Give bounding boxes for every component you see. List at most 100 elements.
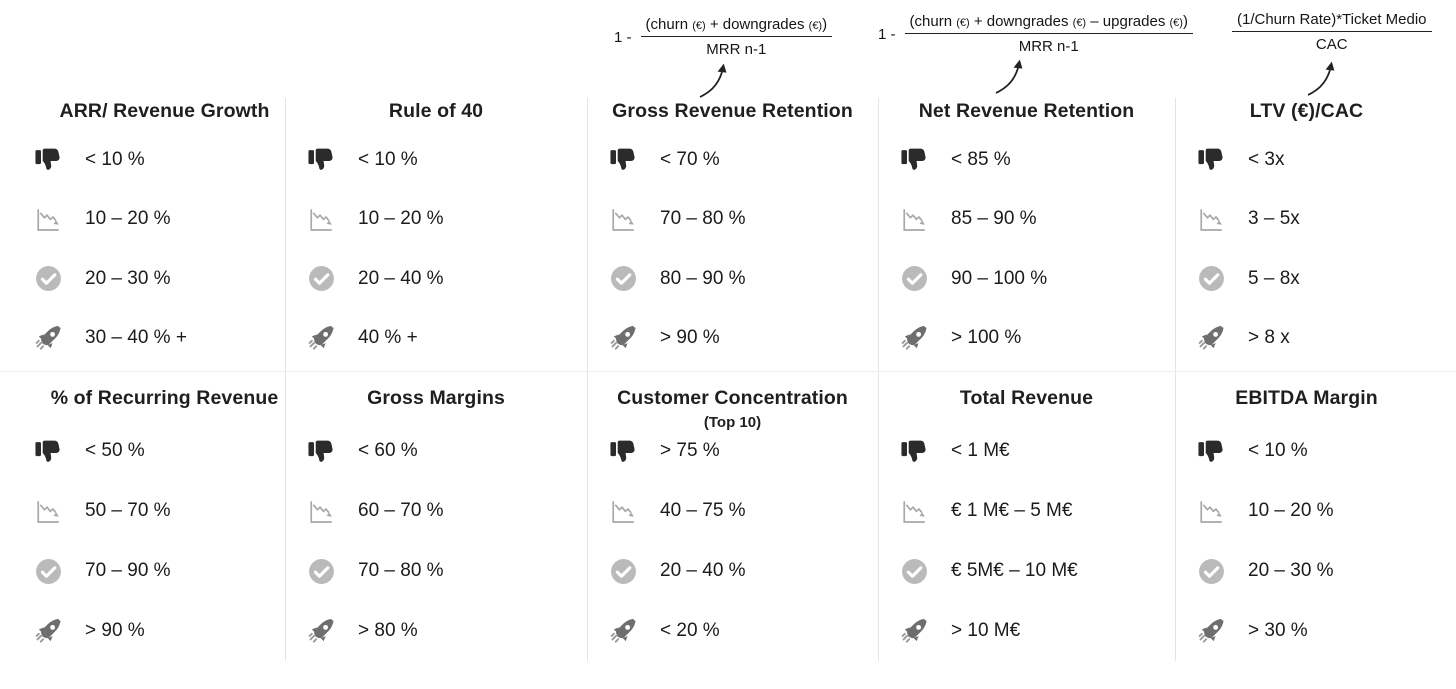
thumbs-down-icon <box>900 437 929 466</box>
column-divider <box>878 98 879 661</box>
thumbs-down-icon <box>307 437 336 466</box>
tier-label: < 10 % <box>1248 440 1308 461</box>
rocket-icon <box>609 324 638 353</box>
metric-gross-margins: Gross Margins < 60 % 60 – 70 % 70 – 80 %… <box>285 383 587 665</box>
tier-bad: < 10 % <box>1175 421 1456 481</box>
metric-total-revenue: Total Revenue < 1 M€ € 1 M€ – 5 M€ € 5M€… <box>878 383 1175 665</box>
tier-warning: 3 – 5x <box>1175 190 1456 250</box>
tier-label: € 1 M€ – 5 M€ <box>951 500 1073 521</box>
declining-chart-icon <box>1197 497 1226 526</box>
rocket-icon <box>900 617 929 646</box>
metric-title: Gross Revenue Retention <box>612 100 853 122</box>
tier-list: < 50 % 50 – 70 % 70 – 90 % > 90 % <box>0 421 285 661</box>
rocket-icon <box>307 617 336 646</box>
tier-label: 70 – 90 % <box>85 560 171 581</box>
tier-excellent: 30 – 40 % + <box>0 309 285 369</box>
rocket-icon <box>1197 617 1226 646</box>
tier-label: > 90 % <box>85 620 145 641</box>
formula-denominator: CAC <box>1315 36 1348 53</box>
tier-warning: 85 – 90 % <box>878 190 1175 250</box>
tier-bad: < 85 % <box>878 130 1175 190</box>
check-circle-icon <box>609 264 638 293</box>
formula-net-revenue-retention: 1 - (churn (€) + downgrades (€) – upgrad… <box>878 13 1193 55</box>
tier-bad: < 10 % <box>285 130 587 190</box>
thumbs-down-icon <box>609 145 638 174</box>
metric-rule-of-40: Rule of 40 < 10 % 10 – 20 % 20 – 40 % 40… <box>285 96 587 368</box>
tier-label: < 10 % <box>85 148 145 170</box>
tier-excellent: > 90 % <box>0 601 285 661</box>
tier-list: < 3x 3 – 5x 5 – 8x > 8 x <box>1175 130 1456 368</box>
tier-label: 60 – 70 % <box>358 500 444 521</box>
formula-prefix: 1 - <box>878 25 896 43</box>
tier-label: 10 – 20 % <box>358 208 444 230</box>
check-circle-icon <box>34 557 63 586</box>
tier-excellent: > 90 % <box>587 309 878 369</box>
tier-list: < 85 % 85 – 90 % 90 – 100 % > 100 % <box>878 130 1175 368</box>
tier-good: 20 – 40 % <box>285 249 587 309</box>
tier-good: 80 – 90 % <box>587 249 878 309</box>
tier-label: 70 – 80 % <box>358 560 444 581</box>
check-circle-icon <box>900 557 929 586</box>
tier-warning: 60 – 70 % <box>285 481 587 541</box>
tier-warning: 50 – 70 % <box>0 481 285 541</box>
tier-label: < 60 % <box>358 440 418 461</box>
tier-bad: < 1 M€ <box>878 421 1175 481</box>
declining-chart-icon <box>900 205 929 234</box>
tier-label: > 10 M€ <box>951 620 1021 641</box>
curved-arrow-icon <box>694 60 736 100</box>
tier-label: 90 – 100 % <box>951 267 1048 289</box>
metric-title: ARR/ Revenue Growth <box>59 100 270 122</box>
tier-label: 50 – 70 % <box>85 500 171 521</box>
tier-bad: < 50 % <box>0 421 285 481</box>
tier-good: 20 – 30 % <box>0 249 285 309</box>
tier-warning: 70 – 80 % <box>587 190 878 250</box>
tier-label: < 50 % <box>85 440 145 461</box>
tier-label: 10 – 20 % <box>85 208 171 230</box>
tier-list: < 10 % 10 – 20 % 20 – 30 % 30 – 40 % + <box>0 130 285 368</box>
check-circle-icon <box>1197 264 1226 293</box>
rocket-icon <box>900 324 929 353</box>
tier-good: 70 – 80 % <box>285 541 587 601</box>
tier-label: 3 – 5x <box>1248 208 1300 230</box>
tier-label: 80 – 90 % <box>660 267 746 289</box>
tier-label: > 80 % <box>358 620 418 641</box>
tier-label: < 70 % <box>660 148 720 170</box>
formula-prefix: 1 - <box>614 28 632 46</box>
metric-title: Total Revenue <box>959 387 1094 409</box>
curved-arrow-icon <box>990 56 1032 96</box>
tier-label: < 20 % <box>660 620 720 641</box>
tier-good: 5 – 8x <box>1175 249 1456 309</box>
tier-label: > 75 % <box>660 440 720 461</box>
check-circle-icon <box>307 264 336 293</box>
tier-label: 85 – 90 % <box>951 208 1037 230</box>
tier-warning: 10 – 20 % <box>1175 481 1456 541</box>
rocket-icon <box>1197 324 1226 353</box>
formula-numerator: (1/Churn Rate)*Ticket Medio <box>1232 11 1432 32</box>
thumbs-down-icon <box>1197 145 1226 174</box>
tier-label: 30 – 40 % + <box>85 327 187 349</box>
metric-ltv-cac: LTV (€)/CAC < 3x 3 – 5x 5 – 8x > 8 x <box>1175 96 1456 368</box>
tier-label: > 30 % <box>1248 620 1308 641</box>
tier-excellent: > 100 % <box>878 309 1175 369</box>
formula-gross-revenue-retention: 1 - (churn (€) + downgrades (€)) MRR n-1 <box>614 16 833 58</box>
formula-denominator: MRR n-1 <box>706 41 767 58</box>
rocket-icon <box>34 617 63 646</box>
column-divider <box>285 98 286 661</box>
tier-label: 20 – 30 % <box>1248 560 1334 581</box>
tier-good: 90 – 100 % <box>878 249 1175 309</box>
tier-list: < 1 M€ € 1 M€ – 5 M€ € 5M€ – 10 M€ > 10 … <box>878 421 1175 661</box>
tier-label: 20 – 40 % <box>358 267 444 289</box>
declining-chart-icon <box>609 497 638 526</box>
thumbs-down-icon <box>307 145 336 174</box>
declining-chart-icon <box>609 205 638 234</box>
thumbs-down-icon <box>609 437 638 466</box>
metric-net-revenue-retention: Net Revenue Retention < 85 % 85 – 90 % 9… <box>878 96 1175 368</box>
tier-label: € 5M€ – 10 M€ <box>951 560 1078 581</box>
check-circle-icon <box>609 557 638 586</box>
tier-list: < 60 % 60 – 70 % 70 – 80 % > 80 % <box>285 421 587 661</box>
tier-label: < 10 % <box>358 148 418 170</box>
thumbs-down-icon <box>1197 437 1226 466</box>
tier-label: 20 – 40 % <box>660 560 746 581</box>
metric-ebitda-margin: EBITDA Margin < 10 % 10 – 20 % 20 – 30 %… <box>1175 383 1456 665</box>
